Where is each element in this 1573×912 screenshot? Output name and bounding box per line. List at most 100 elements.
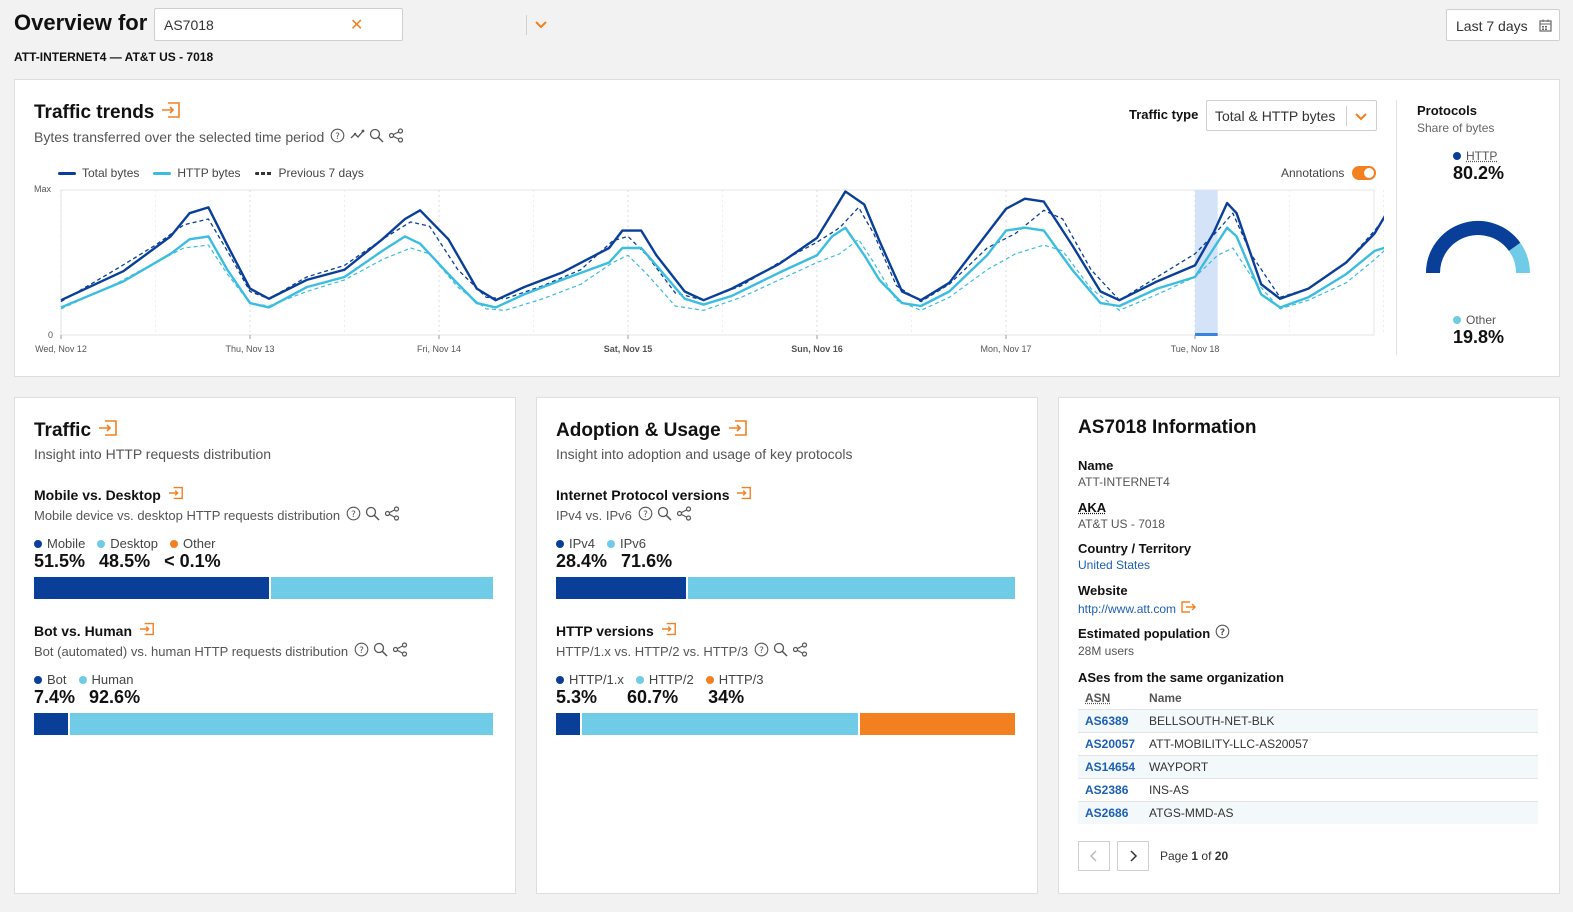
series-line-http-bytes[interactable] [60,226,1384,309]
share-icon[interactable] [392,642,408,660]
zoom-icon[interactable] [369,128,384,146]
bot-human-title: Bot vs. Human [34,622,494,639]
table-row: AS2386 INS-AS [1078,778,1538,802]
share-icon[interactable] [676,506,692,524]
chevron-down-icon[interactable] [1353,106,1369,131]
asn-name: ATT-MOBILITY-LLC-AS20057 [1142,732,1538,756]
annotations-toggle[interactable] [1352,166,1377,180]
svg-text:?: ? [643,510,648,520]
asn-link[interactable]: AS2686 [1078,801,1143,824]
help-icon[interactable]: ? [354,642,369,660]
traffic-trends-description: Bytes transferred over the selected time… [34,128,404,146]
traffic-type-select[interactable]: Total & HTTP bytes [1206,100,1377,131]
series-line-http-bytes-previous-[interactable] [60,238,1384,311]
bar-segment-http-1-x[interactable] [556,713,581,735]
clear-icon[interactable]: ✕ [350,17,364,34]
next-page-button[interactable] [1117,841,1149,871]
traffic-type-value: Total & HTTP bytes [1215,108,1336,124]
table-header-name[interactable]: Name [1149,691,1182,705]
bar-segment-mobile[interactable] [34,577,270,599]
help-icon[interactable]: ? [638,506,653,524]
explore-icon[interactable] [349,128,365,146]
other-dot [170,539,178,548]
asn-subtitle: ATT-INTERNET4 — AT&T US - 7018 [14,50,214,64]
expand-icon[interactable] [138,622,156,639]
asn-link[interactable]: AS6389 [1078,709,1143,733]
help-icon[interactable]: ? [754,642,769,660]
aka-value: AT&T US - 7018 [1078,517,1165,531]
asn-link[interactable]: AS2386 [1078,778,1143,802]
mobile-desktop-description: Mobile device vs. desktop HTTP requests … [34,506,494,524]
asn-link[interactable]: AS20057 [1078,732,1143,756]
expand-icon[interactable] [160,101,182,125]
expand-icon[interactable] [97,419,119,443]
protocols-http-value: 80.2% [1453,163,1505,183]
expand-icon[interactable] [735,486,753,503]
ip-versions-values: 28.4% 71.6% [556,551,1016,572]
protocols-http: HTTP 80.2% [1453,149,1504,184]
bar-segment-http-3[interactable] [860,713,1015,735]
prev-page-button[interactable] [1078,841,1110,871]
bar-segment-ipv6[interactable] [687,577,1015,599]
bar-segment-bot[interactable] [34,713,68,735]
other-dot [1453,316,1461,324]
traffic-trends-chart[interactable]: Max 0 Wed, Nov 12 Thu, Nov 13 Fri, Nov 14 S… [34,180,1384,360]
help-icon[interactable]: ? [346,506,361,524]
adoption-title: Adoption & Usage [556,419,749,443]
asn-name: INS-AS [1142,778,1538,802]
bar-segment-http-2[interactable] [582,713,859,735]
chart-grid [60,189,1384,336]
series-line-total-bytes[interactable] [60,190,1384,302]
bot-human-section: Bot vs. Human Bot (automated) vs. human … [34,622,494,735]
section-desc-text: IPv4 vs. IPv6 [556,507,632,523]
legend-http-bytes[interactable]: HTTP bytes [153,166,241,180]
date-range-select[interactable]: Last 7 days [1446,9,1560,41]
legend-swatch [58,171,76,175]
legend-previous-7-days[interactable]: Previous 7 days [254,166,364,180]
ip-versions-bar[interactable] [556,577,1015,599]
expand-icon[interactable] [727,419,749,443]
traffic-description: Insight into HTTP requests distribution [34,446,272,462]
share-icon[interactable] [384,506,400,524]
calendar-icon [1539,19,1552,37]
human-value: 92.6% [89,687,141,707]
zoom-icon[interactable] [657,506,672,524]
asn-select-value: AS7018 [164,17,214,33]
expand-icon[interactable] [167,486,185,503]
help-icon[interactable]: ? [330,128,345,146]
expand-icon[interactable] [660,622,678,639]
chart-highlight-band [1195,190,1218,335]
website-link[interactable]: http://www.att.com [1078,602,1177,616]
table-header-asn[interactable]: ASN [1085,691,1111,705]
legend-label: HTTP/2 [648,672,694,687]
protocols-subtitle: Share of bytes [1417,121,1495,135]
external-link-icon[interactable] [1181,600,1197,618]
zoom-icon[interactable] [365,506,380,524]
other-label-text: Other [1466,313,1497,327]
http-versions-values: 5.3% 60.7% 34% [556,687,1016,708]
chevron-down-icon[interactable] [533,14,549,39]
legend-label: Desktop [110,536,158,551]
zoom-icon[interactable] [773,642,788,660]
bar-segment-human[interactable] [69,713,493,735]
chevron-left-icon [1089,850,1097,862]
mobile-desktop-bar[interactable] [34,577,493,599]
zoom-icon[interactable] [373,642,388,660]
asn-link[interactable]: AS14654 [1078,755,1143,779]
country-link[interactable]: United States [1078,558,1151,572]
bar-segment-ipv4[interactable] [556,577,686,599]
share-icon[interactable] [388,128,404,146]
legend-total-bytes[interactable]: Total bytes [58,166,139,180]
bar-segment-desktop[interactable] [271,577,493,599]
help-icon[interactable]: ? [1215,624,1230,642]
share-icon[interactable] [792,642,808,660]
bot-dot [34,675,42,684]
ip-versions-title: Internet Protocol versions [556,486,1016,503]
protocols-http-label: HTTP [1453,149,1504,163]
asn-search-select[interactable]: AS7018 ✕ [154,8,547,41]
page-of: of [1201,849,1212,863]
human-dot [78,675,87,684]
http-versions-bar[interactable] [556,713,1015,735]
protocols-other-label: Other [1453,313,1504,327]
bot-human-bar[interactable] [34,713,493,735]
